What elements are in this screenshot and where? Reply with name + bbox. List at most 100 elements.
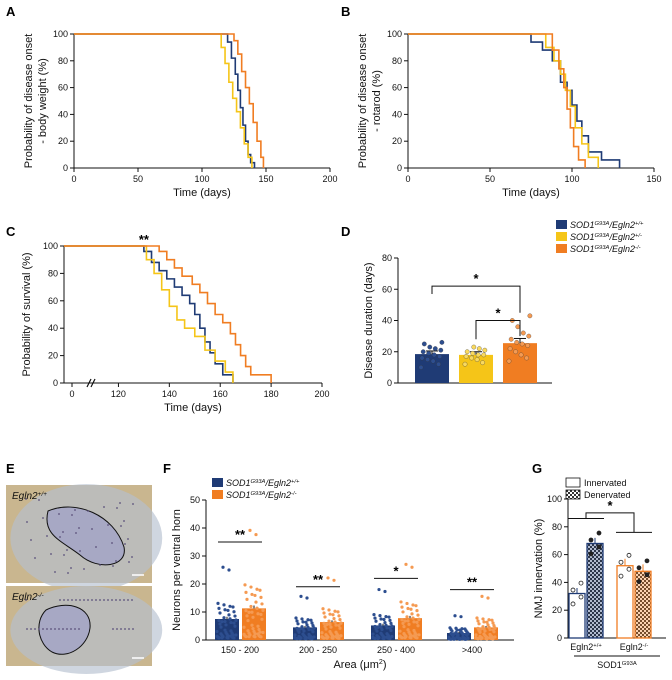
data-point-f [324,627,328,631]
data-point-f [485,620,489,624]
neuron-dot [112,565,114,567]
data-point-f [476,637,480,641]
data-point-f [253,593,257,598]
data-point-f [447,635,451,639]
panel-label-d: D [341,224,350,239]
data-point-f [260,602,264,606]
data-point-f [217,606,221,610]
neuron-dot [30,539,32,541]
sig-bracket-g [568,512,652,533]
data-point-f [414,604,418,608]
neuron-dot [67,572,69,574]
legend-label-d-2: SOD1G93A/Egln2-/- [570,244,641,254]
x-axis-label-f: Area (μm2) [333,658,386,671]
data-point-f [486,596,490,600]
data-point-f [385,626,389,630]
data-point-f [399,600,403,604]
data-point-f [232,610,236,614]
data-point-d [463,354,469,359]
neuron-dot [91,599,93,601]
data-point-f [226,634,230,638]
data-point-d [475,352,481,358]
neuron-dot [71,599,73,601]
x-axis-label-b: Time (days) [502,187,560,199]
data-point-d [470,350,476,356]
data-point-f [400,636,404,640]
x-axis-label-a: Time (days) [173,187,231,199]
series-line-c-1 [64,245,234,383]
data-point-f [248,528,252,532]
data-point-f [217,618,221,623]
bar-denervated-tint-1 [635,571,651,638]
neuron-dot [26,521,28,523]
neuron-dot [111,542,113,544]
data-point-f [218,622,222,626]
data-point-f [311,630,315,634]
y-tick-label-b: 80 [392,56,402,66]
y-tick-label-d: 40 [382,316,392,326]
axis-break-c [86,378,92,388]
data-point-f [478,630,482,634]
data-point-f [256,624,260,628]
data-point-f [234,633,238,637]
data-point-d [437,354,443,359]
data-point-f [259,612,263,617]
data-point-f [228,617,232,621]
neuron-dot [83,599,85,601]
data-point-f [377,587,381,592]
data-point-f [231,633,235,637]
data-point-f [384,623,388,627]
data-point-f [390,634,394,639]
data-point-d [514,340,520,345]
data-point-f [338,617,342,622]
data-point-f [222,616,226,620]
neuron-dot [131,556,133,558]
data-point-f [414,632,418,637]
data-point-f [251,627,255,631]
panel-label-e: E [6,461,15,476]
legend-label-f-0: SOD1G93A/Egln2+/+ [226,478,300,488]
data-point-f [336,633,340,638]
y-axis-label-f: Neurons per ventral horn [171,509,183,631]
data-point-f [221,565,225,569]
data-point-f [378,622,382,627]
data-point-f [389,628,393,633]
series-line-c-2 [64,245,272,383]
data-point-g [636,565,642,571]
data-point-g [570,587,576,593]
neuron-dot [123,599,125,601]
data-point-f [412,620,416,624]
y-tick-label-g: 60 [552,550,562,560]
data-point-d [432,346,438,351]
data-point-f [336,610,340,614]
data-point-f [415,608,419,613]
y-tick-label-g: 80 [552,522,562,532]
neuron-dot [115,599,117,601]
data-point-f [304,635,308,640]
data-point-f [250,592,254,597]
y-axis-label-2-a: - body weight (%) [37,58,49,144]
neuron-dot [116,628,118,630]
series-line-a-0 [74,33,256,168]
bar-denervated-tint-0 [587,543,603,638]
neuron-dot [58,513,60,515]
y-axis-label-d: Disease duration (days) [363,262,375,378]
data-point-f [304,620,308,624]
data-point-f [219,625,223,629]
data-point-g [618,559,624,565]
x-tick-label-a: 200 [322,174,337,184]
neuron-dot [120,525,122,527]
panel-label-b: B [341,4,350,19]
x-tick-label-c: 120 [111,389,126,399]
data-point-f [388,618,392,622]
legend-swatch-innervated [565,477,581,488]
data-point-f [463,636,467,640]
data-point-f [401,610,405,614]
data-point-f [458,636,462,641]
legend-swatch-denervated [565,489,581,500]
data-point-f [247,610,251,614]
data-point-d [464,349,470,355]
data-point-f [417,633,421,637]
data-point-f [466,631,470,635]
